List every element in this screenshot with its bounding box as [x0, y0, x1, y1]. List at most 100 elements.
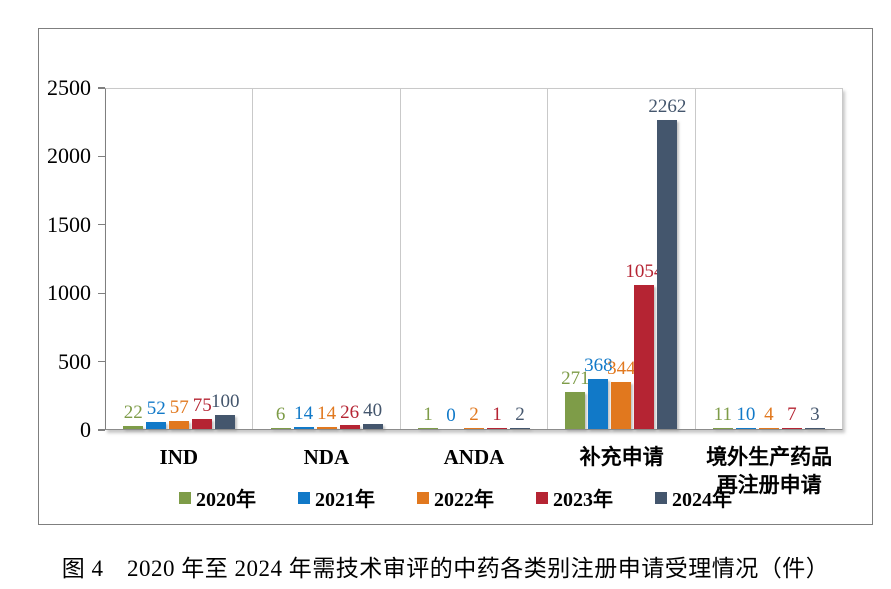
x-category-label-line: 境外生产药品 — [706, 445, 833, 469]
bar-value-label: 1054 — [625, 260, 664, 282]
bar-column: 2262 — [648, 96, 686, 429]
bar-column: 26 — [339, 401, 360, 429]
y-tick-label: 500 — [58, 348, 91, 374]
chart-frame: 22 52 57 75 100 6 14 14 26 40 1 0 2 1 2 271 368 344 1054 22… — [38, 28, 873, 525]
bar — [464, 427, 485, 429]
x-category-label-line: 补充申请 — [579, 445, 664, 469]
legend-label: 2020年 — [196, 489, 256, 511]
legend-swatch-icon — [655, 491, 667, 504]
bar — [510, 427, 531, 429]
x-category-label-line: 再注册申请 — [716, 473, 822, 498]
bar-group: 6 14 14 26 40 — [270, 399, 383, 429]
bar-value-label: 7 — [787, 403, 797, 425]
bar — [215, 415, 236, 429]
bar-column: 14 — [316, 404, 337, 429]
bar-value-label: 14 — [294, 403, 314, 425]
category-panel: 22 52 57 75 100 — [106, 89, 254, 429]
y-tick-mark — [98, 87, 105, 89]
x-category-label-line: ANDA — [443, 445, 505, 469]
y-tick-mark — [98, 224, 105, 226]
bar — [735, 427, 756, 429]
bar-column: 57 — [169, 397, 190, 429]
bar — [316, 427, 337, 429]
bar-column: 1054 — [625, 261, 663, 429]
bar-value-label: 22 — [123, 402, 143, 424]
bar-value-label: 10 — [736, 403, 756, 425]
bar-column: 40 — [362, 399, 383, 429]
bar-column: 271 — [561, 369, 590, 429]
bar — [804, 427, 825, 429]
y-tick-mark — [98, 155, 105, 158]
bar — [758, 427, 779, 429]
bar — [192, 418, 213, 429]
bar-value-label: 1 — [423, 403, 433, 425]
bar-value-label: 0 — [446, 405, 456, 427]
y-tick-mark — [98, 292, 105, 294]
bar — [362, 423, 383, 429]
bar — [712, 427, 733, 429]
bar — [634, 284, 655, 429]
bar-value-label: 344 — [607, 358, 636, 380]
bar — [339, 425, 360, 429]
legend-swatch-icon — [298, 491, 310, 504]
bar — [565, 391, 586, 429]
legend-label: 2021年 — [315, 489, 375, 511]
bar-column: 4 — [758, 403, 779, 429]
legend-swatch-icon — [179, 491, 191, 504]
bar-value-label: 40 — [363, 399, 383, 421]
bar-value-label: 11 — [713, 403, 732, 425]
bar-column: 7 — [781, 403, 802, 429]
bar-group: 271 368 344 1054 2262 — [561, 96, 686, 429]
legend-item: 2022年 — [417, 483, 494, 512]
legend-label: 2022年 — [434, 489, 494, 511]
y-tick-label: 0 — [80, 417, 91, 442]
x-category-label: 境外生产药品 再注册申请 — [695, 443, 843, 500]
bar-value-label: 26 — [340, 401, 360, 423]
x-category-label-line: IND — [159, 445, 199, 469]
bar-value-label: 1 — [492, 403, 502, 425]
legend-label: 2023年 — [553, 489, 613, 511]
bar — [781, 427, 802, 429]
bar-value-label: 57 — [169, 397, 189, 419]
y-tick-mark — [98, 360, 105, 363]
x-category-label: NDA — [253, 443, 401, 471]
x-category-label-line: NDA — [303, 445, 350, 469]
legend-swatch-icon — [536, 491, 548, 504]
bar — [657, 119, 678, 429]
bar-column: 11 — [712, 403, 733, 429]
bar — [293, 427, 314, 429]
legend-item: 2021年 — [298, 483, 375, 512]
bar-column: 22 — [123, 402, 144, 429]
bar-column: 2 — [464, 403, 485, 429]
bar-value-label: 4 — [764, 403, 774, 425]
bar — [611, 381, 632, 429]
bar-value-label: 271 — [561, 368, 590, 389]
bar-column: 100 — [211, 392, 239, 429]
bar-value-label: 75 — [192, 394, 212, 416]
bar-value-label: 52 — [146, 397, 166, 419]
y-tick-label: 2000 — [47, 143, 91, 169]
bar-column: 14 — [293, 403, 314, 429]
bar-column: 368 — [584, 355, 613, 429]
y-tick-label: 1500 — [47, 211, 91, 237]
legend: 2020年 2021年 2022年 2023年 2024年 — [39, 483, 872, 512]
bar-column: 2 — [510, 404, 531, 429]
category-panel: 271 368 344 1054 2262 — [548, 89, 696, 429]
bar-group: 11 10 4 7 3 — [712, 403, 825, 429]
x-category-label: ANDA — [400, 443, 548, 471]
bar — [588, 378, 609, 429]
bar-value-label: 3 — [810, 403, 820, 425]
bar-value-label: 2 — [469, 403, 479, 425]
category-panel: 6 14 14 26 40 — [253, 89, 401, 429]
y-tick-label: 2500 — [47, 75, 91, 100]
bar-column: 344 — [607, 359, 636, 429]
legend-label: 2024年 — [672, 489, 732, 511]
legend-item: 2023年 — [536, 483, 613, 512]
y-tick-mark — [98, 429, 105, 431]
bar — [487, 427, 508, 429]
legend-swatch-icon — [417, 491, 429, 504]
bar — [169, 421, 190, 429]
bar-column: 1 — [487, 403, 508, 429]
